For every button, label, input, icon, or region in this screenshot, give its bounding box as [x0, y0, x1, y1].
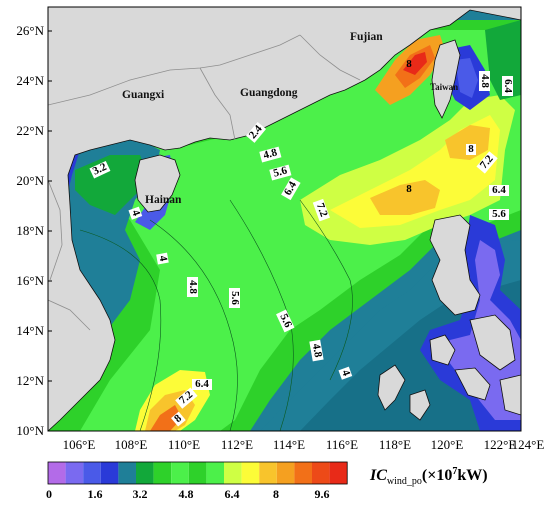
contour-label: 4.8 — [262, 146, 279, 161]
colorbar-tick: 0 — [46, 487, 52, 501]
contour-label: 5.6 — [277, 312, 294, 330]
lon-label: 116°E — [326, 437, 358, 452]
luzon-island — [429, 214, 481, 316]
contour-label: 8 — [468, 143, 474, 155]
colorbar-tick: 6.4 — [225, 487, 240, 501]
lon-label: 122°E — [484, 437, 517, 452]
colorbar-title-tail: kW) — [457, 467, 487, 484]
lon-label: 106°E — [63, 437, 96, 452]
lat-label: 22°N — [16, 123, 44, 138]
contour-label: 5.6 — [272, 164, 289, 179]
contour-label: 8 — [406, 183, 412, 195]
contour-label: 3.2 — [91, 161, 109, 178]
taiwan-island — [431, 39, 461, 119]
mainland-land — [48, 7, 521, 431]
map-canvas — [48, 7, 521, 431]
colorbar-title: ICwind_po(×107kW) — [369, 466, 488, 487]
place-hainan: Hainan — [145, 194, 182, 206]
contour-label: 4 — [129, 208, 142, 218]
lat-label: 18°N — [16, 223, 44, 238]
lon-label: 118°E — [379, 437, 411, 452]
colorbar-tick: 9.6 — [315, 487, 330, 501]
contour-label: 4.8 — [187, 280, 199, 294]
place-labels: Fujian Guangxi Guangdong Hainan Taiwan — [122, 31, 458, 206]
colorbar-title-unit: (×10 — [422, 467, 452, 484]
contour-label: 4.8 — [310, 343, 324, 359]
place-fujian: Fujian — [350, 31, 383, 43]
hainan-island — [134, 154, 181, 213]
contour-label: 6.4 — [502, 79, 514, 93]
lat-label: 14°N — [16, 323, 44, 338]
contour-label: 8 — [406, 58, 412, 70]
lon-label: 124°E — [512, 437, 545, 452]
lon-label: 120°E — [431, 437, 464, 452]
colorbar-tick: 4.8 — [179, 487, 194, 501]
colorbar: 0 1.6 3.2 4.8 6.4 8 9.6 ICwind_po(×107kW… — [46, 461, 488, 501]
lat-label: 12°N — [16, 373, 44, 388]
colorbar-title-exp: 7 — [452, 466, 457, 477]
lat-label: 20°N — [16, 173, 44, 188]
colorbar-tick: 1.6 — [88, 487, 103, 501]
colorbar-tick: 3.2 — [133, 487, 148, 501]
contour-label: 6.4 — [492, 184, 506, 196]
lon-label: 114°E — [273, 437, 305, 452]
contour-label: 4 — [157, 255, 170, 263]
contour-label: 6.4 — [195, 378, 209, 390]
place-guangxi: Guangxi — [122, 89, 165, 101]
colorbar-tick: 8 — [273, 487, 279, 501]
lat-label: 16°N — [16, 273, 44, 288]
lon-label: 110°E — [168, 437, 200, 452]
contour-label: 4.8 — [479, 74, 491, 88]
lat-label: 26°N — [16, 23, 44, 38]
lat-label: 10°N — [16, 423, 44, 438]
colorbar-title-main: IC — [369, 467, 387, 484]
lon-label: 112°E — [221, 437, 253, 452]
place-taiwan: Taiwan — [430, 82, 458, 92]
contour-label: 4 — [339, 368, 352, 378]
contour-label: 5.6 — [492, 208, 506, 220]
place-guangdong: Guangdong — [240, 87, 298, 99]
lon-label: 108°E — [115, 437, 148, 452]
contour-label: 7.2 — [314, 201, 330, 218]
longitude-axis: 106°E 108°E 110°E 112°E 114°E 116°E 118°… — [63, 437, 545, 452]
latitude-axis: 26°N 24°N 22°N 20°N 18°N 16°N 14°N 12°N … — [16, 23, 52, 438]
contour-band-orange — [370, 180, 440, 215]
contour-labels: 3.2 4 4 4.8 5.6 5.6 4.8 4 2.4 4.8 5.6 6.… — [89, 58, 514, 427]
colorbar-title-sub: wind_po — [387, 476, 422, 487]
lat-label: 24°N — [16, 73, 44, 88]
contour-label: 5.6 — [229, 291, 241, 305]
